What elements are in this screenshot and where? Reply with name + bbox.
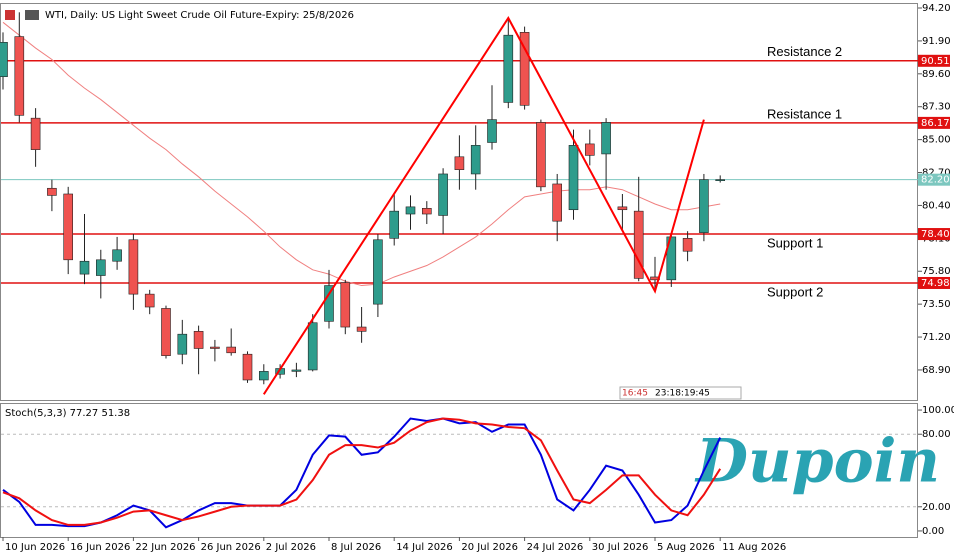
y-tick-label: 82.70 [922,168,951,179]
y-tick-label: 75.80 [922,266,951,277]
stoch-line [2,417,722,529]
candle-body [193,331,204,349]
candle-body [340,282,351,328]
level-value-box [918,116,950,129]
level-value-box [918,276,950,289]
candle-body [633,210,644,279]
candle-body [617,206,628,211]
candle-body [682,238,693,252]
level-value-box [918,54,950,67]
price-box [918,173,950,186]
candle-body [177,333,188,355]
candle-body [568,145,579,211]
y-tick-label: 80.40 [922,200,951,211]
candle-body [30,117,41,150]
timer-remaining: 23:18:19:45 [655,389,710,399]
candle-body [258,371,269,381]
y-tick-label: 20.00 [922,502,951,513]
level-name: Support 1 [767,235,823,250]
candle-body [601,122,611,155]
candle-body [503,34,514,103]
x-tick-label: 10 Jun 2026 [5,542,65,553]
candle-body [307,322,318,371]
x-tick-label: 22 Jun 2026 [135,542,195,553]
candle-body [536,122,546,188]
level-name: Support 2 [767,284,823,299]
x-tick-label: 20 Jul 2026 [461,542,518,553]
candle-body [161,308,171,356]
y-tick-label: 87.30 [922,102,951,113]
logo: Dupoin [694,427,940,497]
candle-body [715,179,726,181]
candle-body [0,42,8,77]
candle-body [405,206,416,215]
level-name: Resistance 2 [767,44,842,59]
candle-body [47,187,57,196]
y-tick-label: 89.60 [922,69,951,80]
level-value: 78.40 [921,229,950,240]
candle-body [210,346,220,349]
candle-body [112,249,122,262]
y-tick-label: 73.50 [922,299,951,310]
period-icon [25,10,39,20]
candle-body [454,156,465,170]
zigzag-line [262,16,705,395]
candle-body [552,183,563,222]
x-tick-label: 2 Jul 2026 [266,542,316,553]
timer-start: 16:45 [622,389,648,399]
level-value-box [918,228,950,241]
candle-body [584,143,595,156]
symbol-icon [5,10,15,20]
candle-body [519,32,530,106]
candle-body [438,173,448,216]
candle-body [373,239,383,305]
candle-body [487,119,497,143]
x-tick-label: 8 Jul 2026 [331,542,381,553]
chart-title: WTI, Daily: US Light Sweet Crude Oil Fut… [45,10,354,21]
level-name: Resistance 1 [767,106,842,121]
candle-body [96,259,106,276]
level-value: 86.17 [921,118,950,129]
x-tick-label: 26 Jun 2026 [201,542,261,553]
candle-body [470,145,481,175]
candle-body [421,207,432,215]
x-tick-label: 5 Aug 2026 [657,542,715,553]
y-tick-label: 80.00 [922,429,951,440]
y-tick-label: 85.00 [922,135,951,146]
candle-body [389,210,400,239]
stoch-line [2,417,722,526]
candle-body [356,326,367,332]
candle-body [226,346,236,354]
x-tick-label: 11 Aug 2026 [722,542,786,553]
y-tick-label: 71.20 [922,332,951,343]
y-tick-label: 94.20 [922,3,951,14]
level-value: 90.51 [921,56,950,67]
y-tick-label: 100.00 [922,405,954,416]
y-tick-label: 0.00 [922,526,944,537]
level-value: 74.98 [921,278,950,289]
y-tick-label: 68.90 [922,365,951,376]
candle-body [128,239,139,295]
candle-body [144,293,155,308]
x-tick-label: 24 Jul 2026 [527,542,584,553]
timer-box [619,386,742,400]
main-panel-frame [0,3,918,401]
y-tick-label: 91.90 [922,36,951,47]
candle-body [242,353,253,381]
x-tick-label: 16 Jun 2026 [70,542,130,553]
candle-body [291,369,302,372]
candle-body [14,36,25,116]
candle-body [79,260,90,275]
price-label: 82.20 [921,175,950,186]
moving-average [2,21,721,287]
candle-body [324,285,334,322]
stoch-title: Stoch(5,3,3) 77.27 51.38 [5,408,130,419]
candle-body [699,179,709,233]
x-tick-label: 30 Jul 2026 [592,542,649,553]
candle-body [63,193,74,261]
x-tick-label: 14 Jul 2026 [396,542,453,553]
